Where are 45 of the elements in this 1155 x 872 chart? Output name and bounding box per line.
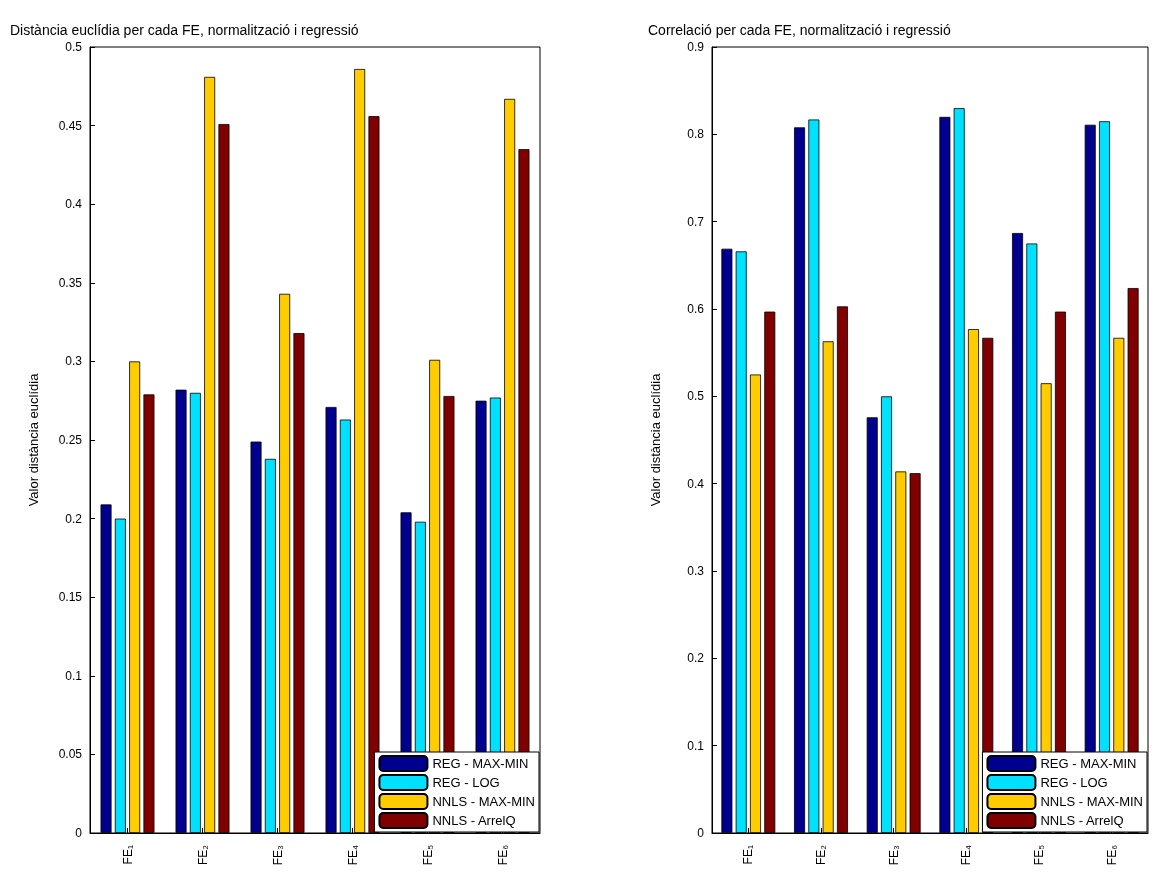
y-tick-label: 0.15 xyxy=(58,590,83,605)
y-tick-label: 0.8 xyxy=(687,127,705,142)
legend-label: REG - LOG xyxy=(1040,775,1108,790)
legend-label: REG - MAX-MIN xyxy=(1040,756,1137,771)
y-tick-label: 0.35 xyxy=(58,275,83,290)
y-tick-label: 0.3 xyxy=(65,354,83,369)
chart-title: Correlació per cada FE, normalització i regressió xyxy=(648,22,951,38)
y-axis-title: Valor distància euclídia xyxy=(648,372,663,507)
x-tick-label: FE₃ xyxy=(270,844,285,866)
legend-label: NNLS - MAX-MIN xyxy=(432,794,535,809)
y-axis-title: Valor distància euclídia xyxy=(26,372,41,507)
y-tick-label: 0.2 xyxy=(65,511,83,526)
x-tick-label: FE₅ xyxy=(1032,844,1046,866)
x-tick-label: FE₂ xyxy=(195,844,210,865)
y-tick-label: 0.1 xyxy=(65,668,83,683)
y-tick-label: 0.4 xyxy=(65,197,83,212)
y-tick-label: 0.45 xyxy=(58,118,83,133)
y-tick-label: 0.25 xyxy=(58,433,83,447)
y-tick-label: 0 xyxy=(697,826,705,840)
x-tick-label: FE₆ xyxy=(1104,844,1119,866)
legend-label: NNLS - ArrelQ xyxy=(432,813,516,828)
y-tick-label: 0.05 xyxy=(58,747,83,762)
y-tick-label: 0.1 xyxy=(687,738,705,753)
x-tick-label: FE₁ xyxy=(741,845,756,865)
y-tick-label: 0.3 xyxy=(687,564,705,578)
y-tick-label: 0.5 xyxy=(687,389,705,404)
x-tick-label: FE₄ xyxy=(959,844,974,866)
legend-label: NNLS - ArrelQ xyxy=(1040,813,1124,828)
x-tick-label: FE₆ xyxy=(495,844,510,866)
x-tick-label: FE₁ xyxy=(120,845,135,865)
legend-label: NNLS - MAX-MIN xyxy=(1040,794,1143,809)
x-tick-label: FE₄ xyxy=(345,844,360,866)
y-tick-label: 0.9 xyxy=(687,40,705,54)
y-tick-label: 0.2 xyxy=(687,651,705,666)
legend-label: REG - MAX-MIN xyxy=(432,756,529,771)
y-tick-label: 0 xyxy=(75,826,83,840)
x-tick-label: FE₃ xyxy=(886,844,901,866)
legend-label: REG - LOG xyxy=(432,775,500,790)
y-tick-label: 0.6 xyxy=(687,302,705,316)
y-tick-label: 0.7 xyxy=(687,214,705,229)
x-tick-label: FE₅ xyxy=(420,844,435,866)
y-tick-label: 0.5 xyxy=(65,40,83,54)
y-tick-label: 0.4 xyxy=(687,476,705,491)
x-tick-label: FE₂ xyxy=(814,844,828,865)
chart-title: Distància euclídia per cada FE, normalització i regressió xyxy=(10,22,359,38)
